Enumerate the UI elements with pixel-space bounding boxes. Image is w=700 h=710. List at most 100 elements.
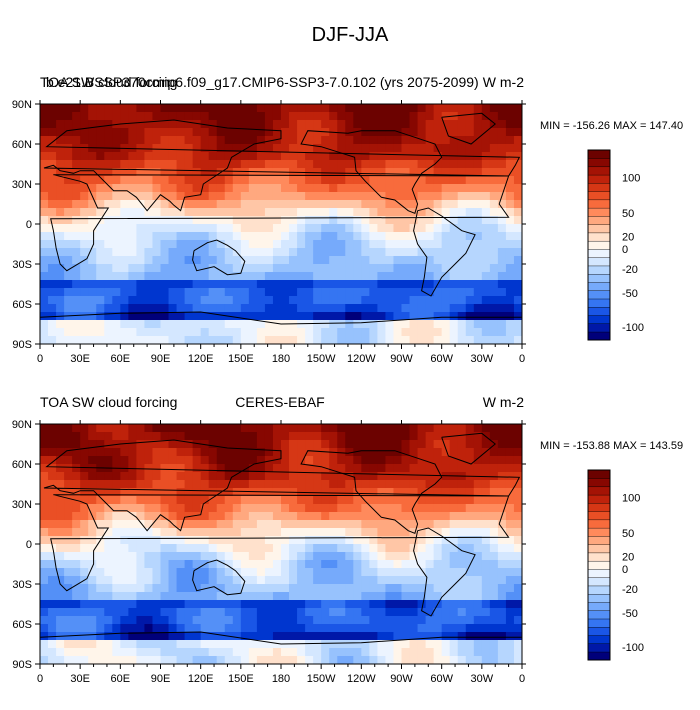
heatmap-cell (264, 560, 274, 569)
heatmap-cell (329, 472, 338, 481)
heatmap-cell (112, 336, 121, 344)
heatmap-cell (48, 152, 57, 161)
heatmap-cell (393, 336, 403, 344)
heatmap-cell (272, 336, 282, 344)
heatmap-cell (377, 504, 387, 513)
heatmap-cell (409, 424, 419, 433)
heatmap-cell (120, 176, 129, 185)
heatmap-cell (48, 504, 57, 513)
heatmap-cell (345, 144, 354, 153)
heatmap-cell (176, 224, 186, 233)
heatmap-cell (361, 248, 370, 257)
heatmap-cell (457, 440, 467, 449)
heatmap-cell (329, 592, 338, 601)
heatmap-cell (136, 632, 146, 641)
heatmap-cell (264, 128, 274, 137)
heatmap-cell (176, 648, 186, 657)
heatmap-cell (513, 440, 522, 449)
heatmap-cell (216, 208, 226, 217)
heatmap-cell (361, 544, 370, 553)
heatmap-cell (433, 320, 443, 329)
heatmap-cell (232, 624, 242, 633)
heatmap-cell (289, 600, 298, 609)
heatmap-cell (425, 144, 435, 153)
heatmap-cell (361, 312, 370, 321)
heatmap-cell (144, 656, 154, 664)
heatmap-cell (465, 304, 475, 313)
heatmap-cell (441, 312, 451, 321)
y-tick-label: 30S (12, 259, 32, 271)
heatmap-cell (425, 472, 435, 481)
heatmap-cell (272, 208, 282, 217)
heatmap-cell (457, 616, 467, 625)
heatmap-cell (56, 240, 65, 249)
heatmap-cell (224, 536, 234, 545)
heatmap-cell (88, 648, 97, 657)
heatmap-cell (481, 488, 491, 497)
heatmap-cell (481, 168, 491, 177)
heatmap-cell (289, 576, 298, 585)
heatmap-cell (152, 616, 162, 625)
heatmap-cell (345, 184, 354, 193)
heatmap-cell (256, 176, 266, 185)
heatmap-cell (120, 152, 129, 161)
heatmap-cell (449, 504, 459, 513)
heatmap-cell (208, 240, 218, 249)
heatmap-cell (385, 424, 395, 433)
heatmap-cell (481, 560, 491, 569)
heatmap-cell (353, 608, 362, 617)
heatmap-cell (216, 496, 226, 505)
colorbar-swatch (587, 593, 611, 603)
heatmap-cell (40, 512, 49, 521)
heatmap-cell (313, 136, 322, 145)
heatmap-cell (409, 464, 419, 473)
heatmap-cell (345, 168, 354, 177)
heatmap-cell (120, 120, 129, 129)
heatmap-cell (128, 600, 137, 609)
heatmap-cell (457, 208, 467, 217)
heatmap-cell (88, 184, 97, 193)
heatmap-cell (497, 328, 507, 337)
heatmap-cell (401, 328, 411, 337)
heatmap-cell (144, 568, 154, 577)
heatmap-cell (457, 248, 467, 257)
heatmap-cell (425, 216, 435, 225)
heatmap-cell (481, 624, 491, 633)
heatmap-cell (264, 224, 274, 233)
heatmap-cell (393, 192, 403, 201)
heatmap-cell (176, 192, 186, 201)
heatmap-cell (168, 504, 178, 513)
heatmap-cell (513, 264, 522, 273)
heatmap-cell (224, 608, 234, 617)
heatmap-cell (289, 288, 298, 297)
heatmap-cell (48, 320, 57, 329)
heatmap-cell (40, 520, 49, 529)
heatmap-cell (200, 568, 210, 577)
heatmap-cell (40, 296, 49, 305)
heatmap-cell (144, 112, 154, 121)
heatmap-cell (232, 336, 242, 344)
heatmap-cell (224, 144, 234, 153)
heatmap-cell (256, 288, 266, 297)
heatmap-cell (345, 536, 354, 545)
colorbar-swatch (587, 265, 611, 275)
heatmap-cell (441, 104, 451, 113)
heatmap-cell (369, 240, 378, 249)
heatmap-cell (104, 560, 113, 569)
heatmap-cell (192, 184, 202, 193)
heatmap-cell (48, 432, 57, 441)
heatmap-cell (216, 520, 226, 529)
heatmap-cell (305, 504, 314, 513)
heatmap-cell (248, 456, 258, 465)
heatmap-cell (489, 424, 499, 433)
heatmap-cell (305, 224, 314, 233)
heatmap-cell (200, 464, 210, 473)
heatmap-cell (176, 184, 186, 193)
heatmap-cell (393, 656, 403, 664)
heatmap-cell (313, 512, 322, 521)
heatmap-cell (465, 544, 475, 553)
heatmap-cell (369, 288, 378, 297)
heatmap-cell (305, 552, 314, 561)
heatmap-cell (305, 176, 314, 185)
heatmap-cell (281, 128, 290, 137)
